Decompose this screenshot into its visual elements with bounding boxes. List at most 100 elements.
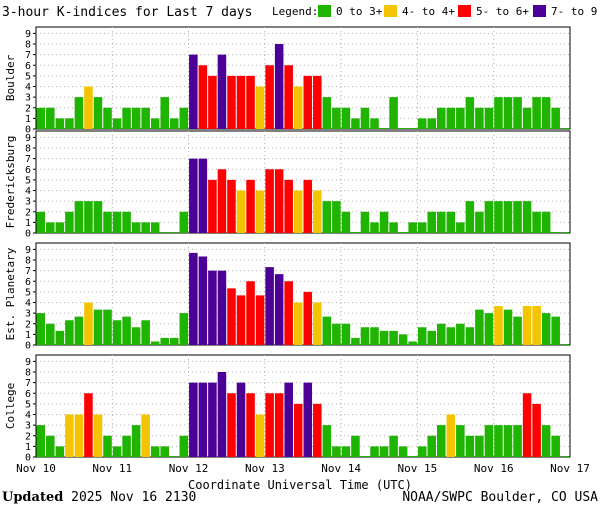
k-index-bar [351, 435, 360, 457]
k-index-bar [446, 211, 456, 233]
k-index-bar [265, 267, 274, 345]
y-tick-label: 0 [25, 229, 31, 240]
y-tick-label: 6 [25, 389, 31, 400]
y-tick-label: 9 [25, 133, 31, 144]
k-index-bar [84, 86, 93, 129]
k-index-bar [198, 65, 208, 129]
k-index-bar [198, 158, 208, 233]
k-index-bar [303, 179, 313, 233]
k-index-bar [361, 456, 369, 457]
k-index-bar [150, 341, 160, 345]
k-index-bar [112, 446, 122, 457]
k-index-bar [160, 232, 169, 233]
y-tick-label: 7 [25, 154, 31, 165]
k-index-bar [408, 341, 417, 345]
k-index-bar [112, 118, 122, 129]
k-index-bar [427, 330, 436, 345]
k-index-bar [46, 323, 55, 345]
k-index-bar [541, 313, 551, 345]
k-index-bar [189, 158, 198, 233]
y-tick-label: 9 [25, 357, 31, 368]
y-tick-label: 5 [25, 287, 31, 298]
k-index-bar [313, 302, 322, 345]
k-index-bar [227, 75, 236, 129]
legend-swatch-purple [533, 5, 546, 17]
updated-value: 2025 Nov 16 2130 [71, 490, 197, 505]
k-index-bar [313, 403, 322, 457]
k-index-bar [303, 291, 313, 345]
panels: 0123456789Boulder0123456789Fredericksbur… [4, 26, 571, 464]
k-index-bar [293, 302, 303, 345]
k-index-bar [427, 211, 436, 233]
y-tick-label: 8 [25, 368, 31, 379]
k-index-bar [246, 393, 255, 457]
k-index-bar [284, 281, 293, 345]
k-index-bar [227, 393, 236, 457]
k-index-bar [141, 320, 150, 345]
k-index-bar [36, 313, 46, 345]
k-index-bar [208, 382, 217, 457]
k-index-bar [465, 435, 475, 457]
k-index-bar [217, 372, 227, 457]
k-index-bar [179, 313, 189, 345]
k-index-bar [255, 295, 265, 345]
k-index-bar [36, 211, 46, 233]
y-tick-label: 7 [25, 266, 31, 277]
k-index-bar [322, 201, 332, 233]
k-index-bar [427, 435, 436, 457]
k-index-bar [484, 425, 494, 457]
k-index-bar [122, 107, 131, 129]
k-index-bar [389, 97, 398, 129]
k-index-bar [265, 169, 274, 233]
k-index-bar [65, 211, 74, 233]
k-index-bar [522, 107, 532, 129]
y-tick-label: 0 [25, 453, 31, 464]
y-tick-label: 1 [25, 330, 31, 341]
x-tick-label: Nov 10 [16, 462, 56, 475]
k-index-bar [379, 330, 389, 345]
k-index-bar [446, 327, 456, 345]
k-index-bar [360, 327, 370, 345]
k-index-bar [437, 425, 446, 457]
k-index-bar [341, 211, 351, 233]
k-index-bar [46, 435, 55, 457]
k-index-bar [265, 393, 274, 457]
k-index-bar [341, 107, 351, 129]
k-index-bar [131, 425, 141, 457]
k-index-bar [55, 446, 65, 457]
k-index-bar [503, 201, 513, 233]
y-tick-label: 3 [25, 93, 31, 104]
k-index-bar [446, 107, 456, 129]
k-index-bar [55, 222, 65, 233]
k-index-bar [65, 320, 74, 345]
k-index-bar [217, 54, 227, 129]
k-index-bar [332, 323, 341, 345]
y-tick-label: 1 [25, 218, 31, 229]
k-index-bar [551, 232, 560, 233]
k-index-bar [255, 86, 265, 129]
k-index-bar [541, 425, 551, 457]
updated-label: Updated [2, 490, 64, 505]
k-index-bar [236, 75, 246, 129]
k-index-bar [103, 435, 112, 457]
station-label: Est. Planetary [4, 247, 17, 340]
k-index-bar [370, 118, 379, 129]
station-label: College [4, 383, 17, 429]
k-index-bar [522, 201, 532, 233]
k-index-bar [84, 201, 93, 233]
k-index-bar [417, 222, 427, 233]
k-index-bar [389, 222, 398, 233]
legend-item-green: 0 to 3+ [336, 5, 383, 18]
k-index-bar [112, 320, 122, 345]
legend-item-red: 5- to 6+ [476, 5, 529, 18]
y-tick-label: 8 [25, 40, 31, 51]
k-index-bar [122, 211, 131, 233]
x-tick-label: Nov 14 [321, 462, 361, 475]
k-index-bar [503, 309, 513, 345]
k-index-bar [494, 201, 503, 233]
chart-title: 3-hour K-indices for Last 7 days [2, 5, 252, 20]
k-index-bar [93, 97, 103, 129]
k-index-bar [379, 446, 389, 457]
k-index-bar [150, 446, 160, 457]
